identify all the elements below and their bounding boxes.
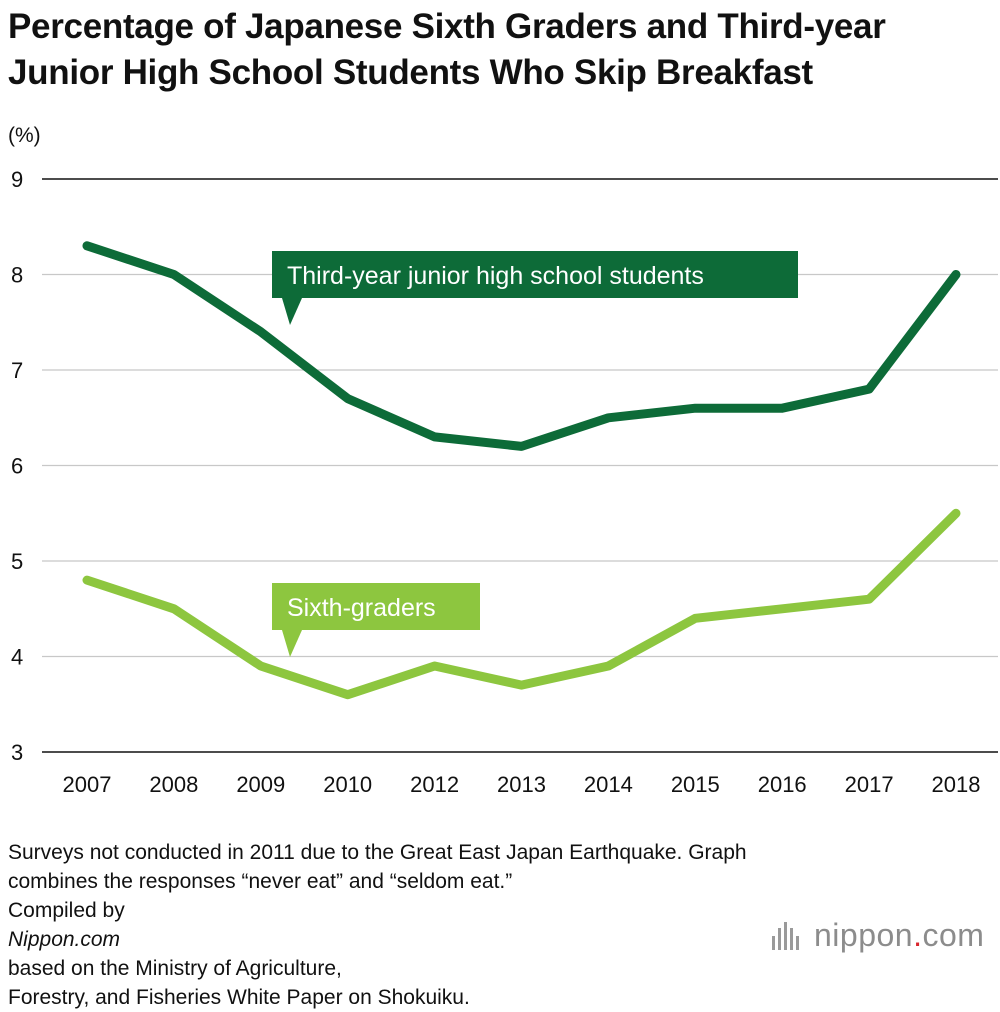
line-chart: (%) 3 4 5 6 7 8 9 2007 2008 2009 2010 2012 2013 2014…	[0, 0, 1000, 830]
y-tick-label: 7	[11, 358, 23, 383]
y-tick-label: 8	[11, 263, 23, 288]
y-tick-label: 9	[11, 167, 23, 192]
callout-sixth-graders: Sixth-graders	[272, 583, 480, 657]
series-callouts: Third-year junior high school students Si…	[272, 251, 798, 657]
logo-bars-icon	[772, 922, 802, 950]
x-tick-label: 2015	[671, 772, 720, 797]
x-tick-label: 2010	[323, 772, 372, 797]
footnote-text: based on the Ministry of Agriculture,	[8, 954, 988, 983]
source-name: Nippon.com	[8, 928, 120, 951]
y-tick-label: 6	[11, 454, 23, 479]
x-tick-label: 2009	[236, 772, 285, 797]
callout-pointer	[282, 298, 302, 325]
x-tick-label: 2018	[932, 772, 981, 797]
y-tick-label: 5	[11, 549, 23, 574]
y-tick-labels: 3 4 5 6 7 8 9	[11, 167, 23, 765]
x-tick-label: 2012	[410, 772, 459, 797]
series-line-sixth-graders	[87, 513, 956, 694]
y-tick-label: 3	[11, 740, 23, 765]
legend-label: Third-year junior high school students	[287, 262, 704, 290]
x-tick-label: 2016	[758, 772, 807, 797]
legend-label: Sixth-graders	[287, 594, 436, 622]
callout-junior-high: Third-year junior high school students	[272, 251, 798, 325]
y-axis-unit: (%)	[8, 124, 41, 147]
footnote-line: Forestry, and Fisheries White Paper on S…	[8, 983, 988, 1012]
logo-text: nippon.com	[814, 917, 984, 954]
callout-pointer	[282, 630, 302, 657]
x-tick-label: 2013	[497, 772, 546, 797]
y-tick-label: 4	[11, 645, 23, 670]
footnote-line: Surveys not conducted in 2011 due to the…	[8, 838, 988, 867]
x-tick-label: 2007	[63, 772, 112, 797]
x-tick-label: 2014	[584, 772, 633, 797]
nippon-logo: nippon.com	[772, 917, 984, 954]
x-tick-label: 2008	[149, 772, 198, 797]
x-tick-labels: 2007 2008 2009 2010 2012 2013 2014 2015 2016 2017…	[63, 772, 981, 797]
footnote-line: combines the responses “never eat” and “…	[8, 867, 988, 896]
x-tick-label: 2017	[845, 772, 894, 797]
series-lines	[87, 246, 956, 695]
